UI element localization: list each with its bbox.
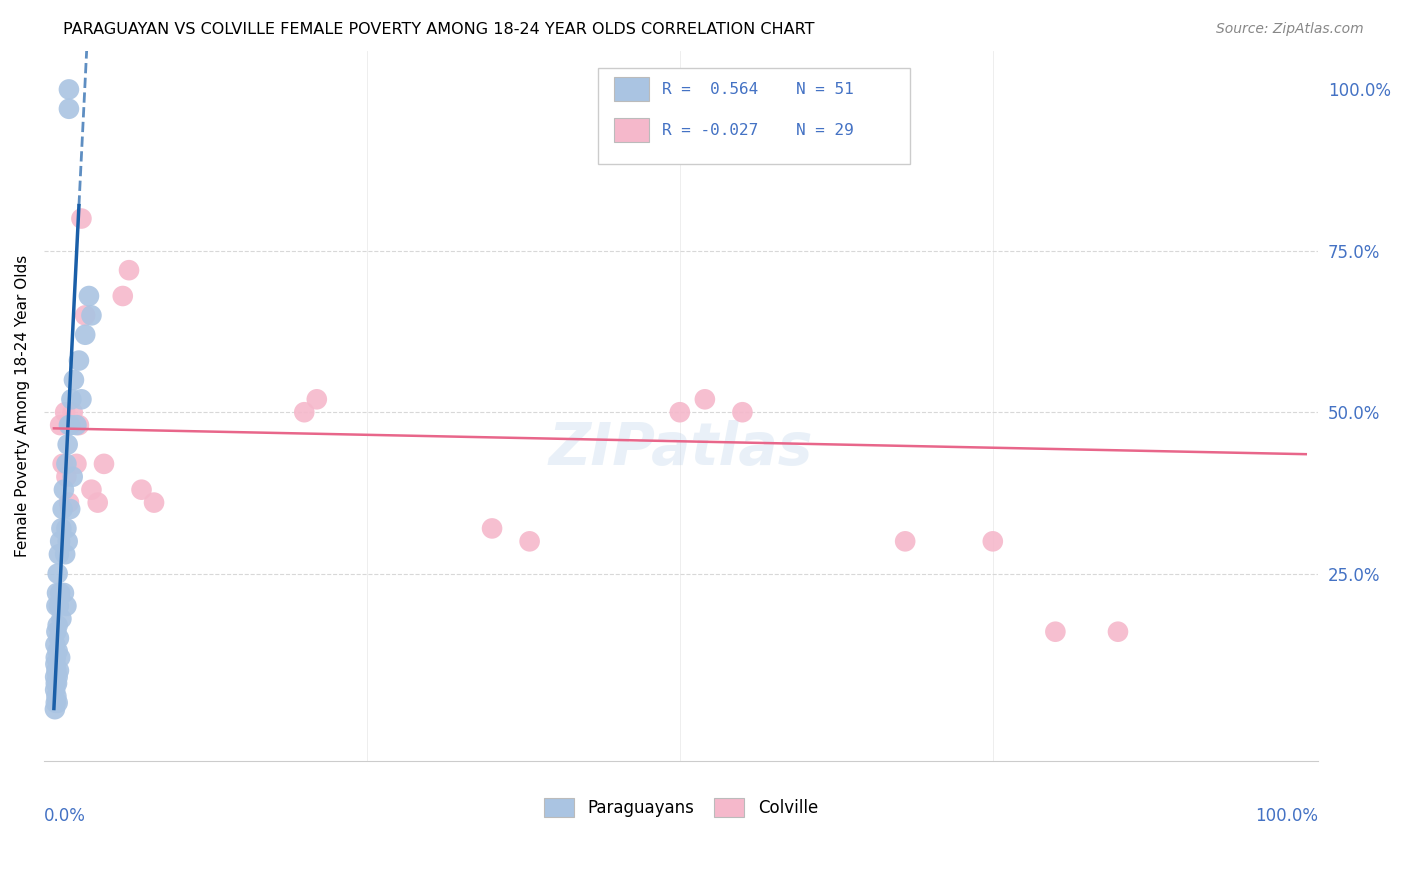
Text: N = 29: N = 29 xyxy=(796,123,853,138)
Point xyxy=(693,392,716,407)
Point xyxy=(58,102,80,116)
Point xyxy=(93,457,115,471)
Point xyxy=(58,495,80,509)
Point xyxy=(519,534,541,549)
Bar xyxy=(613,118,650,143)
Point xyxy=(48,631,70,645)
Point xyxy=(731,405,754,419)
Point xyxy=(67,418,90,433)
Point xyxy=(45,624,67,639)
Point xyxy=(44,638,66,652)
Point xyxy=(65,418,87,433)
Point xyxy=(45,664,67,678)
Point xyxy=(49,650,72,665)
Point xyxy=(75,309,97,323)
Point xyxy=(80,483,103,497)
Point xyxy=(45,696,67,710)
Point xyxy=(46,676,69,690)
Text: R = -0.027: R = -0.027 xyxy=(662,123,758,138)
Text: ZIPatlas: ZIPatlas xyxy=(548,420,813,477)
Point xyxy=(44,670,66,684)
Point xyxy=(63,373,86,387)
Point xyxy=(46,644,69,658)
Point xyxy=(70,392,93,407)
Point xyxy=(856,82,879,96)
Point xyxy=(51,612,73,626)
Point xyxy=(52,502,75,516)
Point xyxy=(62,469,84,483)
Point xyxy=(52,483,75,497)
Point xyxy=(44,702,66,716)
Point xyxy=(45,599,67,613)
Point xyxy=(46,670,69,684)
Point xyxy=(87,495,110,509)
Point xyxy=(111,289,134,303)
Point xyxy=(51,521,73,535)
Point xyxy=(56,437,79,451)
Point xyxy=(44,657,66,671)
Point xyxy=(894,534,917,549)
Point xyxy=(62,405,84,419)
Point xyxy=(48,547,70,561)
Point xyxy=(59,418,82,433)
Legend: Paraguayans, Colville: Paraguayans, Colville xyxy=(537,791,825,823)
Point xyxy=(46,586,69,600)
Point xyxy=(58,418,80,433)
Point xyxy=(59,502,82,516)
Point xyxy=(53,547,76,561)
Point xyxy=(1107,624,1129,639)
Point xyxy=(131,483,153,497)
Point xyxy=(80,309,103,323)
Point xyxy=(46,618,69,632)
Text: 0.0%: 0.0% xyxy=(44,807,86,825)
Point xyxy=(52,457,75,471)
Point xyxy=(53,405,76,419)
Text: R =  0.564: R = 0.564 xyxy=(662,82,758,97)
Bar xyxy=(613,77,650,101)
Point xyxy=(70,211,93,226)
Point xyxy=(1045,624,1067,639)
Y-axis label: Female Poverty Among 18-24 Year Olds: Female Poverty Among 18-24 Year Olds xyxy=(15,254,30,557)
Point xyxy=(55,599,77,613)
Point xyxy=(305,392,328,407)
Point xyxy=(49,418,72,433)
Point xyxy=(46,566,69,581)
Point xyxy=(56,534,79,549)
Point xyxy=(46,696,69,710)
Point xyxy=(77,289,100,303)
Bar xyxy=(598,69,911,164)
Point xyxy=(481,521,503,535)
Point xyxy=(49,534,72,549)
Point xyxy=(143,495,166,509)
Point xyxy=(55,469,77,483)
Point xyxy=(118,263,141,277)
Point xyxy=(45,690,67,704)
Point xyxy=(58,82,80,96)
Text: N = 51: N = 51 xyxy=(796,82,853,97)
Point xyxy=(981,534,1004,549)
Point xyxy=(292,405,315,419)
Point xyxy=(48,599,70,613)
Point xyxy=(669,405,692,419)
Point xyxy=(55,521,77,535)
Point xyxy=(55,457,77,471)
Point xyxy=(52,586,75,600)
Point xyxy=(45,650,67,665)
Point xyxy=(75,327,97,342)
Text: 100.0%: 100.0% xyxy=(1256,807,1319,825)
Text: Source: ZipAtlas.com: Source: ZipAtlas.com xyxy=(1216,22,1364,37)
Point xyxy=(48,664,70,678)
Point xyxy=(44,682,66,697)
Point xyxy=(49,586,72,600)
Point xyxy=(45,676,67,690)
Point xyxy=(60,392,83,407)
Point xyxy=(67,353,90,368)
Text: PARAGUAYAN VS COLVILLE FEMALE POVERTY AMONG 18-24 YEAR OLDS CORRELATION CHART: PARAGUAYAN VS COLVILLE FEMALE POVERTY AM… xyxy=(63,22,814,37)
Point xyxy=(65,457,87,471)
